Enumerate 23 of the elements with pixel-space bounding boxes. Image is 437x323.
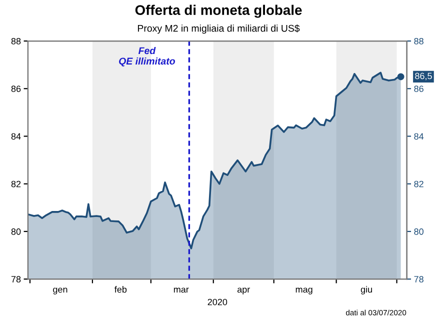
- y-tick-label: 82: [11, 180, 21, 188]
- x-tick-label: giu: [360, 286, 372, 294]
- x-tick-label: gen: [53, 288, 68, 294]
- y-tick-label: 86: [11, 86, 21, 92]
- y2-tick-label: 80: [414, 228, 424, 235]
- chart-subtitle: Proxy M2 in migliaia di miliardi di US$: [138, 24, 300, 34]
- x-tick-label: feb: [114, 286, 127, 293]
- y-tick-label: 84: [11, 133, 21, 140]
- y-tick-label: 80: [11, 228, 21, 235]
- x-axis-title: 2020: [208, 298, 228, 306]
- y-tick-label: 78: [11, 276, 21, 282]
- chart-title: Offerta di moneta globale: [135, 4, 302, 18]
- x-tick-label: mag: [296, 288, 312, 294]
- y2-tick-label: 88: [414, 38, 424, 44]
- y2-tick-label: 82: [414, 180, 424, 188]
- y2-tick-label: 86: [414, 86, 424, 92]
- annotation: 86,5: [415, 72, 432, 80]
- y2-tick-label: 78: [414, 276, 424, 282]
- x-tick-label: apr: [237, 288, 250, 294]
- ref-line-label: Fed QE illimitato: [119, 46, 175, 66]
- y2-tick-label: 84: [414, 133, 424, 140]
- x-tick-label: mar: [174, 288, 189, 293]
- y-tick-label: 88: [11, 38, 21, 44]
